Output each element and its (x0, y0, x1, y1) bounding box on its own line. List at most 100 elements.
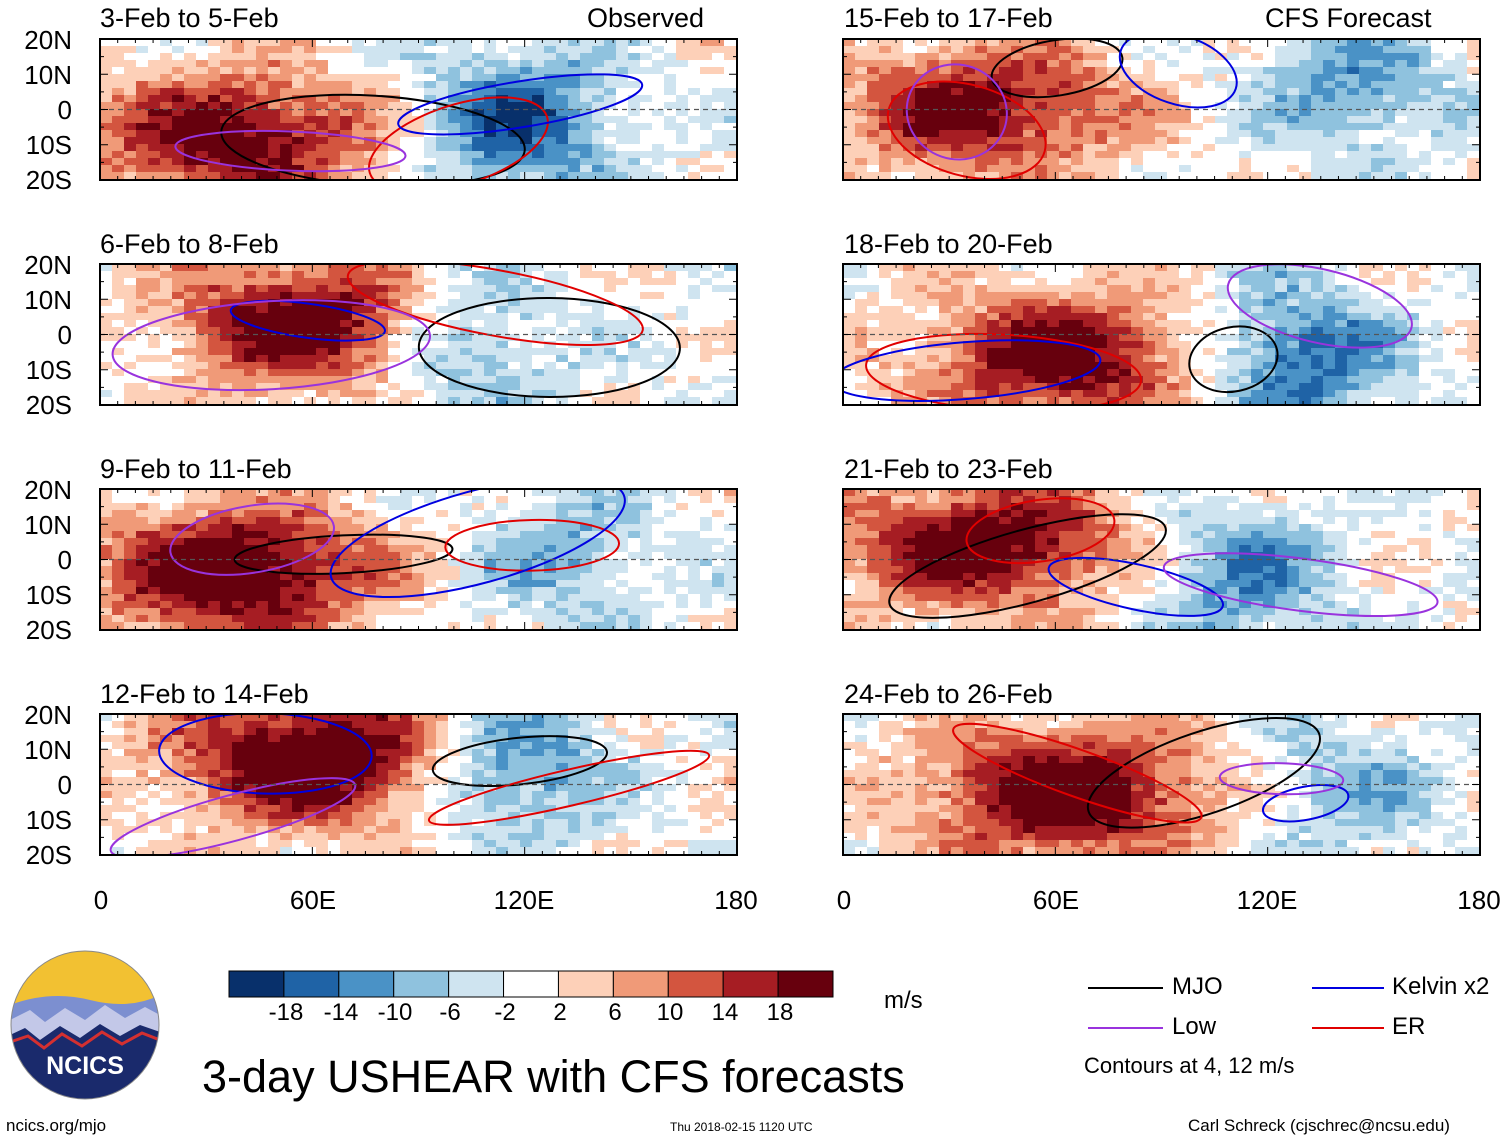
x-label: 120E (493, 885, 555, 915)
y-label: 0 (57, 545, 72, 575)
colorbar-swatch (503, 970, 559, 998)
main-title: 3-day USHEAR with CFS forecasts (202, 1051, 905, 1102)
contour-line (905, 63, 1008, 161)
contour-line (427, 749, 711, 826)
contour-line (233, 533, 454, 575)
map-panel-1 (99, 38, 738, 181)
colorbar-tick: -10 (377, 999, 413, 1026)
panel-title-5: 9-Feb to 11-Feb (100, 454, 292, 484)
panel-title-6: 21-Feb to 23-Feb (844, 454, 1053, 484)
panel-title-4: 18-Feb to 20-Feb (844, 229, 1053, 259)
footer-url[interactable]: ncics.org/mjo (6, 1116, 107, 1135)
footer-author: Carl Schreck (cjschrec@ncsu.edu) (1188, 1116, 1450, 1135)
map-panel-2 (842, 38, 1481, 181)
x-label: 180 (1457, 885, 1501, 915)
legend-label-kelvin: Kelvin x2 (1392, 973, 1490, 1000)
shear-field (843, 264, 1480, 405)
contour-line (169, 502, 336, 576)
x-label: 60E (289, 885, 337, 915)
contour-line (843, 339, 1102, 402)
legend-swatch-er (1312, 1027, 1384, 1029)
shear-field (100, 264, 737, 405)
colorbar-swatch (557, 970, 614, 998)
y-label: 10N (24, 60, 72, 90)
colorbar-tick: -14 (323, 999, 359, 1026)
y-label: 20S (25, 840, 72, 870)
shear-field (843, 39, 1480, 180)
legend-swatch-kelvin (1312, 987, 1384, 989)
colorbar-swatch (612, 970, 669, 998)
map-panel-5 (99, 488, 738, 631)
colorbar-tick: -6 (439, 999, 461, 1026)
panel-tag-observed: Observed (587, 3, 705, 33)
y-label: 20N (24, 475, 72, 505)
shear-field (843, 489, 1480, 630)
y-label: 10N (24, 510, 72, 540)
contour-line (431, 735, 609, 787)
panel-title-2: 15-Feb to 17-Feb (844, 3, 1053, 33)
y-label: 0 (57, 95, 72, 125)
shear-field (843, 714, 1480, 855)
contour-line (220, 93, 526, 180)
colorbar-swatch (448, 970, 505, 998)
map-panel-8 (842, 713, 1481, 856)
contour-line (397, 73, 644, 136)
y-label: 10S (25, 355, 72, 385)
legend-label-er: ER (1392, 1013, 1426, 1040)
y-label: 10S (25, 130, 72, 160)
map-panel-4 (842, 263, 1481, 406)
x-label: 0 (836, 885, 852, 915)
contour-line (1047, 556, 1225, 617)
colorbar-swatch (722, 970, 779, 998)
map-panel-3 (99, 263, 738, 406)
colorbar-tick: 2 (553, 999, 567, 1026)
colorbar-tick: 14 (711, 999, 739, 1026)
contour-line (1261, 784, 1350, 823)
x-label: 180 (714, 885, 758, 915)
shear-field (100, 39, 737, 180)
contour-line (158, 714, 373, 795)
y-label: 20N (24, 250, 72, 280)
y-label: 20S (25, 390, 72, 420)
map-panel-6 (842, 488, 1481, 631)
colorbar (228, 970, 834, 998)
colorbar-unit: m/s (884, 987, 923, 1014)
colorbar-tick: 18 (766, 999, 794, 1026)
colorbar-tick: 6 (608, 999, 622, 1026)
contour-line (1086, 717, 1321, 829)
x-label: 0 (93, 885, 109, 915)
colorbar-tick: -2 (494, 999, 516, 1026)
panel-title-1: 3-Feb to 5-Feb (100, 3, 279, 33)
panel-title-3: 6-Feb to 8-Feb (100, 229, 279, 259)
legend-swatch-mjo (1088, 987, 1163, 989)
y-label: 10S (25, 805, 72, 835)
y-label: 10S (25, 580, 72, 610)
contour-line (417, 297, 681, 398)
colorbar-swatch (777, 970, 834, 998)
y-label: 20S (25, 615, 72, 645)
colorbar-swatch (338, 970, 395, 998)
y-label: 10N (24, 285, 72, 315)
contour-line (329, 489, 626, 599)
colorbar-swatch (393, 970, 450, 998)
contour-line (1218, 762, 1345, 796)
panel-tag-cfs-forecast: CFS Forecast (1265, 3, 1432, 33)
y-label: 20N (24, 25, 72, 55)
shear-field (100, 714, 737, 855)
legend-label-mjo: MJO (1172, 973, 1223, 1000)
y-label: 0 (57, 770, 72, 800)
contour-line (111, 299, 432, 392)
legend-label-low: Low (1172, 1013, 1217, 1040)
colorbar-swatch (228, 970, 285, 998)
y-label: 20N (24, 700, 72, 730)
colorbar-swatch (667, 970, 724, 998)
logo-text: NCICS (46, 1052, 124, 1080)
panel-title-7: 12-Feb to 14-Feb (100, 679, 309, 709)
footer-timestamp: Thu 2018-02-15 1120 UTC (670, 1120, 813, 1134)
colorbar-swatch (283, 970, 340, 998)
contour-line (952, 722, 1203, 824)
x-label: 60E (1032, 885, 1080, 915)
contour-line (368, 96, 549, 180)
contour-line (1226, 264, 1413, 349)
